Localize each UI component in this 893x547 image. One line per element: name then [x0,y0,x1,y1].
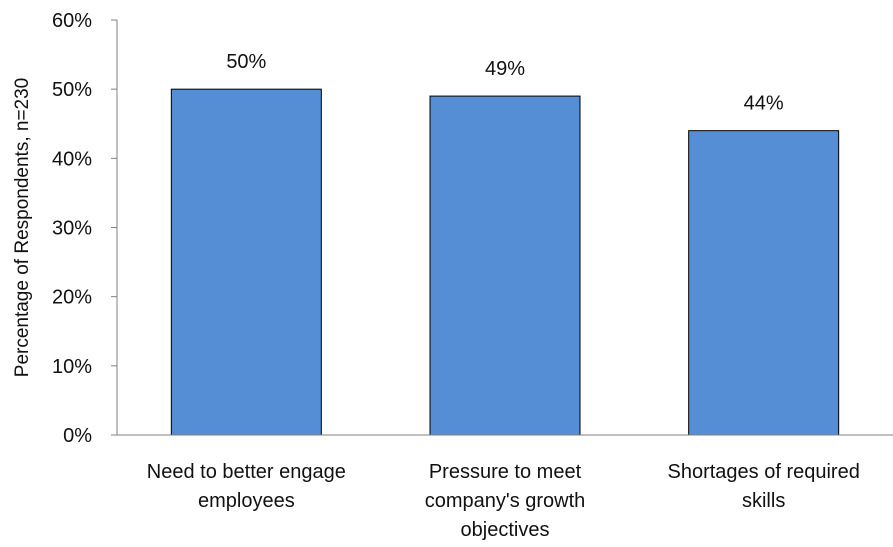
y-tick-label: 30% [52,218,92,240]
category-label-line: employees [198,490,295,512]
y-tick-label: 40% [52,148,92,170]
y-axis-ticks: 0% 10% 20% 30% 40% 50% 60% [52,10,117,447]
y-axis-title: Percentage of Respondents, n=230 [12,78,33,377]
y-tick-label: 50% [52,79,92,101]
data-labels: 50% 49% 44% [226,51,784,115]
category-label-line: Shortages of required [667,461,859,483]
y-tick-label: 20% [52,287,92,309]
bar [688,130,840,436]
category-label-line: objectives [461,519,550,541]
category-label: Pressure to meet company's growth objectiv… [425,461,586,541]
category-label-line: Pressure to meet [429,461,582,483]
data-label: 44% [744,93,784,115]
category-label-line: Need to better engage [147,461,346,483]
category-label: Shortages of required skills [667,461,859,512]
bar [429,95,581,436]
category-label-line: company's growth [425,490,586,512]
bar [170,88,322,436]
y-tick-label: 0% [63,425,92,447]
category-label-line: skills [742,490,785,512]
y-tick-label: 60% [52,10,92,32]
data-label: 49% [485,58,525,80]
bars [170,88,840,436]
category-labels: Need to better engage employees Pressure t… [147,461,860,541]
category-label: Need to better engage employees [147,461,346,512]
y-tick-label: 10% [52,356,92,378]
data-label: 50% [226,51,266,73]
